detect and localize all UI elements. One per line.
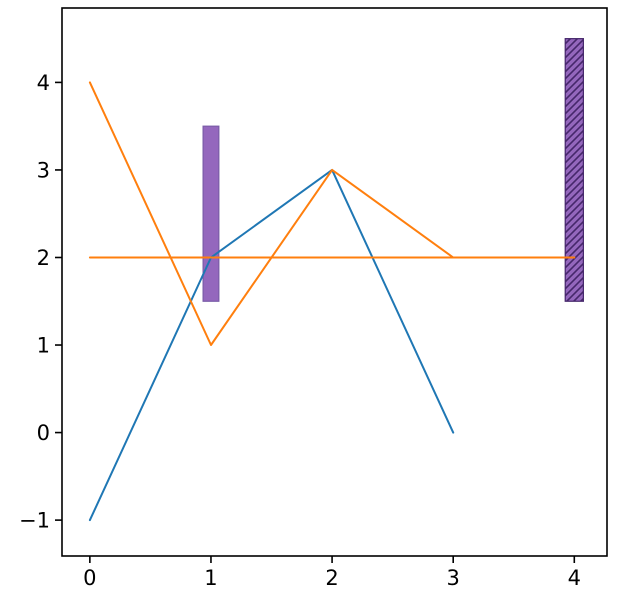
y-tick-label: 3 <box>37 158 50 182</box>
x-tick-label: 1 <box>204 566 217 590</box>
x-tick-label: 4 <box>568 566 581 590</box>
x-tick-label: 2 <box>325 566 338 590</box>
y-tick-label: 0 <box>37 421 50 445</box>
axes-layer <box>61 7 608 557</box>
y-tick-label: 1 <box>37 334 50 358</box>
bars-layer <box>202 38 584 302</box>
x-tick-label: 3 <box>447 566 460 590</box>
solid-purple-bar <box>202 125 220 302</box>
blue-polyline <box>88 168 455 522</box>
x-tick-label: 0 <box>83 566 96 590</box>
axes-spines <box>61 7 608 557</box>
y-tick-label: 2 <box>37 246 50 270</box>
y-tick-label: −1 <box>19 509 50 533</box>
lines-layer <box>88 81 576 522</box>
ticks-layer: 0 1 2 3 4 −1 0 1 2 3 4 <box>19 71 581 590</box>
y-tick-label: 4 <box>37 71 50 95</box>
hatched-purple-bar <box>564 38 584 302</box>
